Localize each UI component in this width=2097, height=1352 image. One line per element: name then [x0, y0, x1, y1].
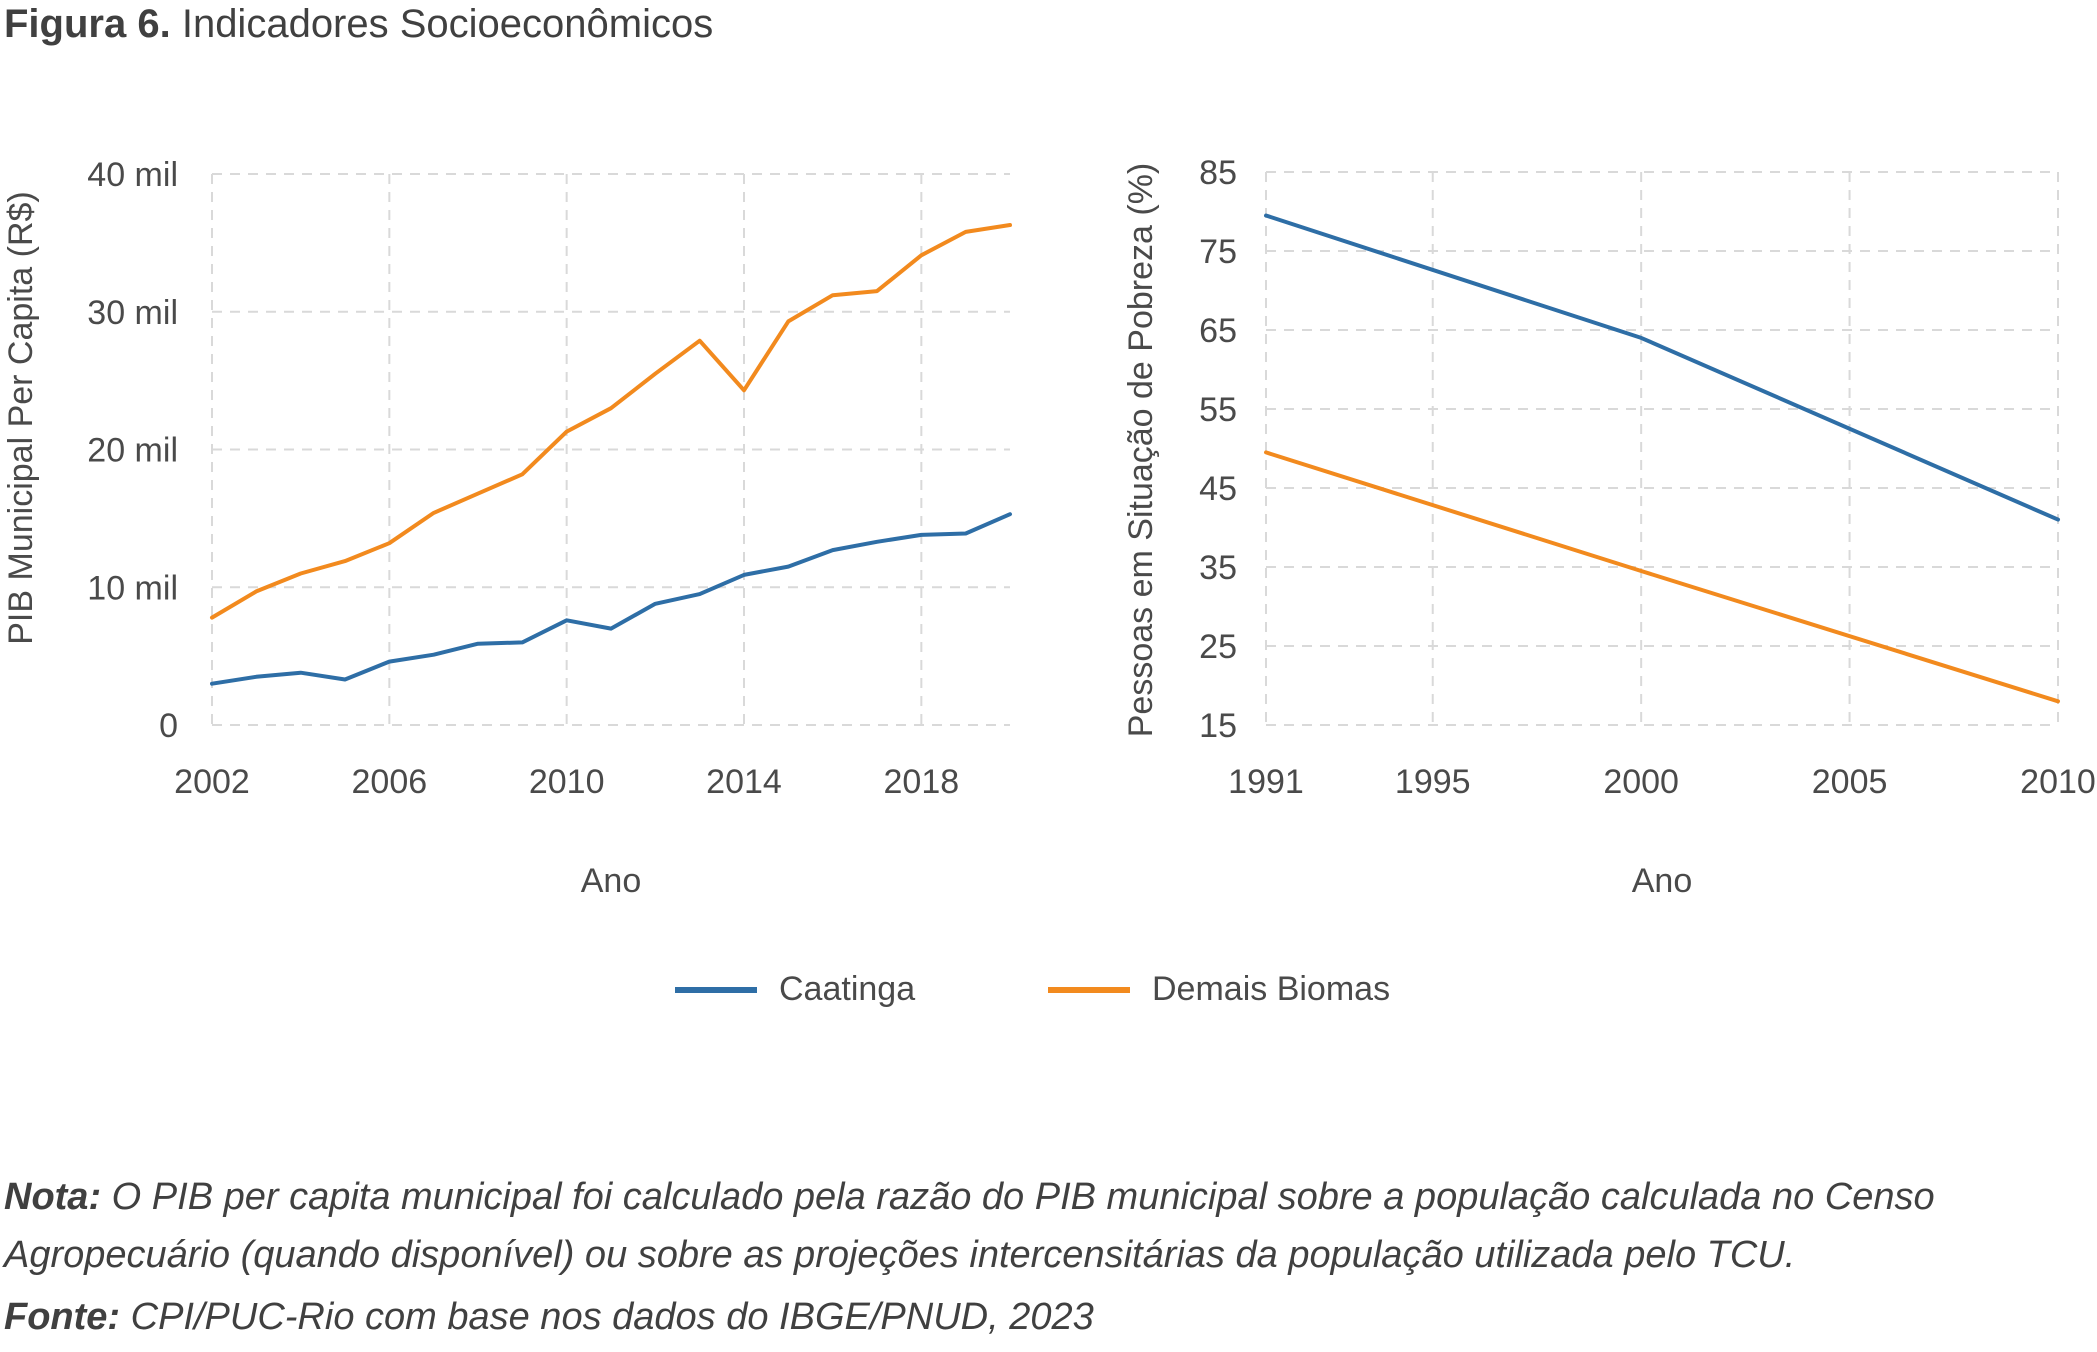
y-tick-label: 85 — [1199, 154, 1237, 192]
note-label: Nota: — [4, 1176, 102, 1218]
x-tick-label: 1991 — [1228, 763, 1304, 801]
y-tick-label: 40 mil — [87, 156, 178, 194]
y-axis-label: PIB Municipal Per Capita (R$) — [2, 191, 40, 645]
source: Fonte: CPI/PUC-Rio com base nos dados do… — [4, 1296, 1094, 1339]
y-axis-label: Pessoas em Situação de Pobreza (%) — [1122, 163, 1160, 738]
y-tick-label: 25 — [1199, 628, 1237, 666]
source-text: CPI/PUC-Rio com base nos dados do IBGE/P… — [130, 1296, 1094, 1338]
x-tick-label: 1995 — [1395, 763, 1471, 801]
legend-swatch-caatinga — [675, 986, 757, 993]
y-tick-label: 15 — [1199, 707, 1237, 745]
y-tick-label: 10 mil — [87, 569, 178, 607]
figure-title-text: Indicadores Socioeconômicos — [181, 2, 714, 46]
x-axis-label: Ano — [581, 862, 642, 900]
poverty-chart: 15 25 35 45 55 65 75 85 1991 1995 2000 2005 2010 Ano P… — [1122, 154, 2096, 900]
y-tick-label: 35 — [1199, 549, 1237, 587]
x-tick-label: 2018 — [884, 763, 960, 801]
x-tick-label: 2010 — [529, 763, 605, 801]
series-line-caatinga — [210, 512, 1012, 686]
y-tick-label: 0 — [159, 707, 178, 745]
legend: Caatinga Demais Biomas — [0, 970, 2097, 1020]
legend-label-demais-biomas: Demais Biomas — [1152, 970, 1391, 1008]
note-text: O PIB per capita municipal foi calculado… — [4, 1176, 1935, 1276]
legend-label-caatinga: Caatinga — [779, 970, 916, 1008]
x-tick-label: 2006 — [352, 763, 428, 801]
x-tick-label: 2000 — [1603, 763, 1679, 801]
x-tick-label: 2014 — [706, 763, 782, 801]
series-line-demais-biomas — [1264, 450, 2060, 704]
source-label: Fonte: — [4, 1296, 121, 1338]
series-line-caatinga — [1264, 213, 2060, 522]
y-tick-label: 55 — [1199, 391, 1237, 429]
gdp-per-capita-chart: 0 10 mil 20 mil 30 mil 40 mil 2002 2006 2010 201… — [2, 156, 1012, 900]
y-tick-label: 65 — [1199, 312, 1237, 350]
legend-item-demais-biomas: Demais Biomas — [1048, 970, 1390, 1009]
series-line-demais-biomas — [210, 223, 1012, 620]
x-tick-label: 2002 — [174, 763, 250, 801]
legend-item-caatinga: Caatinga — [675, 970, 915, 1009]
y-tick-label: 45 — [1199, 470, 1237, 508]
charts-canvas: 0 10 mil 20 mil 30 mil 40 mil 2002 2006 2010 201… — [2, 154, 2096, 900]
y-tick-label: 20 mil — [87, 432, 178, 470]
figure-title: Figura 6. Indicadores Socioeconômicos — [4, 2, 713, 47]
y-tick-label: 75 — [1199, 233, 1237, 271]
x-axis-label: Ano — [1632, 862, 1693, 900]
x-tick-label: 2010 — [2020, 763, 2096, 801]
figure-label: Figura 6. — [4, 2, 171, 46]
x-tick-label: 2005 — [1812, 763, 1888, 801]
y-tick-label: 30 mil — [87, 294, 178, 332]
note: Nota: O PIB per capita municipal foi cal… — [4, 1168, 2084, 1284]
legend-swatch-demais-biomas — [1048, 986, 1130, 993]
